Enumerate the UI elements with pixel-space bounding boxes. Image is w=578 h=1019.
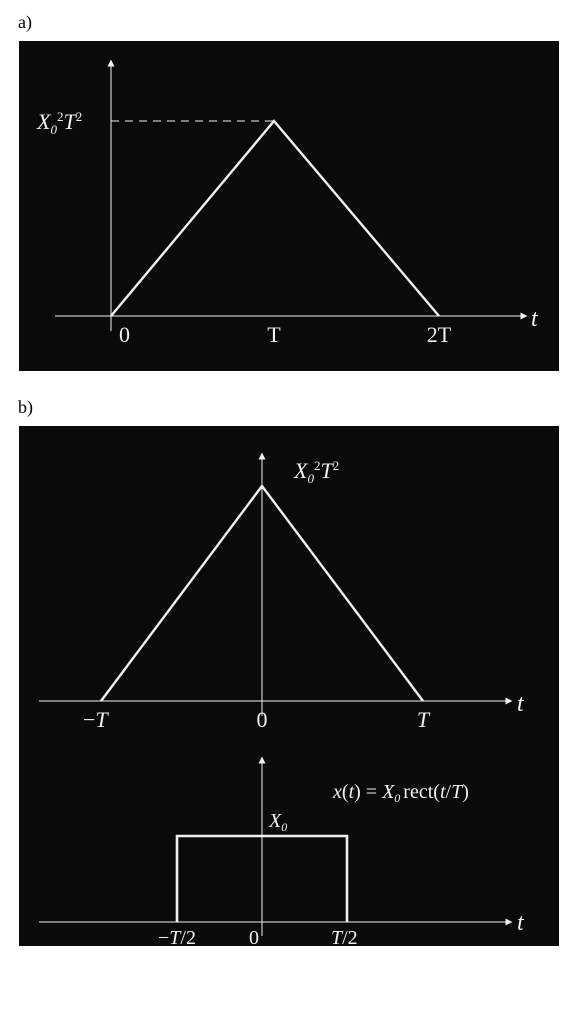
axis-variable-t-b-upper: t — [517, 691, 525, 717]
lower-equation-label: x(t) = X0 rect(t/T) — [332, 781, 469, 805]
svg-text:X0: X0 — [268, 810, 287, 834]
figure-b-svg: −T 0 T t X02T2 −T/2 0 T/2 t X0 x(t) = X0… — [19, 426, 559, 946]
lower-tick-T2: T/2 — [331, 927, 358, 946]
figure-a-panel: 0 T 2T t X02T2 — [19, 41, 559, 371]
axis-variable-t-b-lower: t — [517, 910, 525, 936]
lower-tick-0: 0 — [249, 927, 259, 946]
lower-amplitude-label: X0 — [268, 810, 287, 834]
upper-tick-T: T — [417, 707, 431, 732]
figure-a-svg: 0 T 2T t X02T2 — [19, 41, 559, 371]
axis-variable-t-a: t — [531, 306, 539, 332]
figure-a-label: a) — [18, 12, 566, 33]
tick-2T: 2T — [427, 322, 452, 347]
svg-text:x(t) = X0 rect(t/T): x(t) = X0 rect(t/T) — [332, 781, 469, 805]
y-level-label-a: X02T2 — [36, 109, 82, 137]
upper-tick-minusT: −T — [83, 707, 109, 732]
svg-text:X02T2: X02T2 — [293, 458, 339, 486]
tick-T: T — [267, 322, 281, 347]
triangle-curve — [111, 121, 439, 316]
svg-text:X02T2: X02T2 — [36, 109, 82, 137]
upper-peak-label: X02T2 — [293, 458, 339, 486]
upper-tick-0: 0 — [257, 707, 268, 732]
lower-tick-minusT2: −T/2 — [158, 927, 196, 946]
figure-b-label: b) — [18, 397, 566, 418]
figure-b-panel: −T 0 T t X02T2 −T/2 0 T/2 t X0 x(t) = X0… — [19, 426, 559, 946]
tick-0: 0 — [119, 322, 130, 347]
